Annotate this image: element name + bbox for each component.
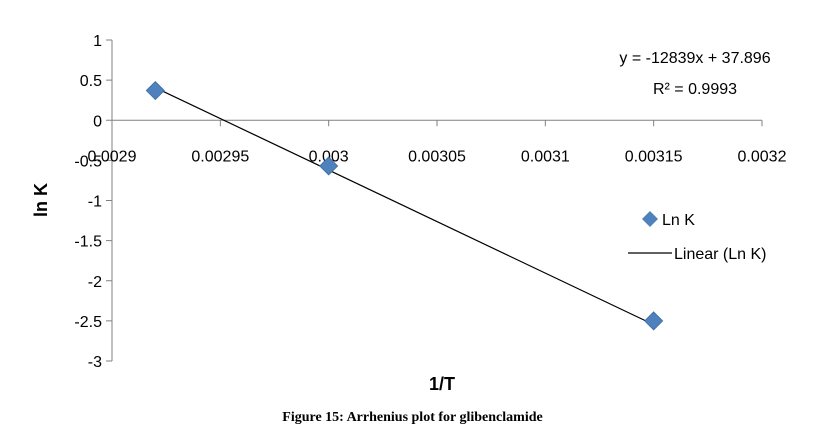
r-squared-label: R² = 0.9993 xyxy=(653,81,737,98)
legend-label-linear: Linear (Ln K) xyxy=(674,246,767,263)
y-tick-label: -2.5 xyxy=(74,314,102,331)
y-tick-label: -2 xyxy=(88,274,102,291)
legend-marker-ln-k xyxy=(642,211,658,227)
data-points xyxy=(145,80,664,331)
data-point-marker xyxy=(319,156,339,176)
x-tick-label: 0.00305 xyxy=(408,148,466,165)
chart-legend: Ln K Linear (Ln K) xyxy=(628,211,767,263)
figure-caption: Figure 15: Arrhenius plot for glibenclam… xyxy=(282,410,543,425)
x-tick-label: 0.00295 xyxy=(191,148,249,165)
data-point-marker xyxy=(644,311,664,331)
x-tick-label: 0.00315 xyxy=(625,148,683,165)
x-axis-ticks: 0.00290.002950.0030.003050.00310.003150.… xyxy=(88,120,787,165)
y-tick-label: -1.5 xyxy=(74,234,102,251)
data-point-marker xyxy=(145,80,165,101)
x-tick-label: 0.0031 xyxy=(521,148,570,165)
y-tick-label: -3 xyxy=(88,354,102,371)
y-tick-label: 0 xyxy=(93,113,102,130)
y-axis-title: ln K xyxy=(31,183,51,217)
linear-trendline xyxy=(155,87,654,326)
trendline-equation: y = -12839x + 37.896 xyxy=(619,50,770,67)
y-axis-ticks: 1 0.5 0 -0.5 -1 -1.5 -2 -2.5 -3 xyxy=(74,33,112,371)
y-tick-label: -0.5 xyxy=(74,153,102,170)
x-tick-label: 0.0032 xyxy=(738,148,787,165)
x-tick-label: 0.0029 xyxy=(88,148,137,165)
legend-label-ln-k: Ln K xyxy=(662,212,695,229)
y-tick-label: 0.5 xyxy=(80,73,102,90)
y-tick-label: 1 xyxy=(93,33,102,50)
y-tick-label: -1 xyxy=(88,194,102,211)
x-axis-title: 1/T xyxy=(429,374,455,394)
